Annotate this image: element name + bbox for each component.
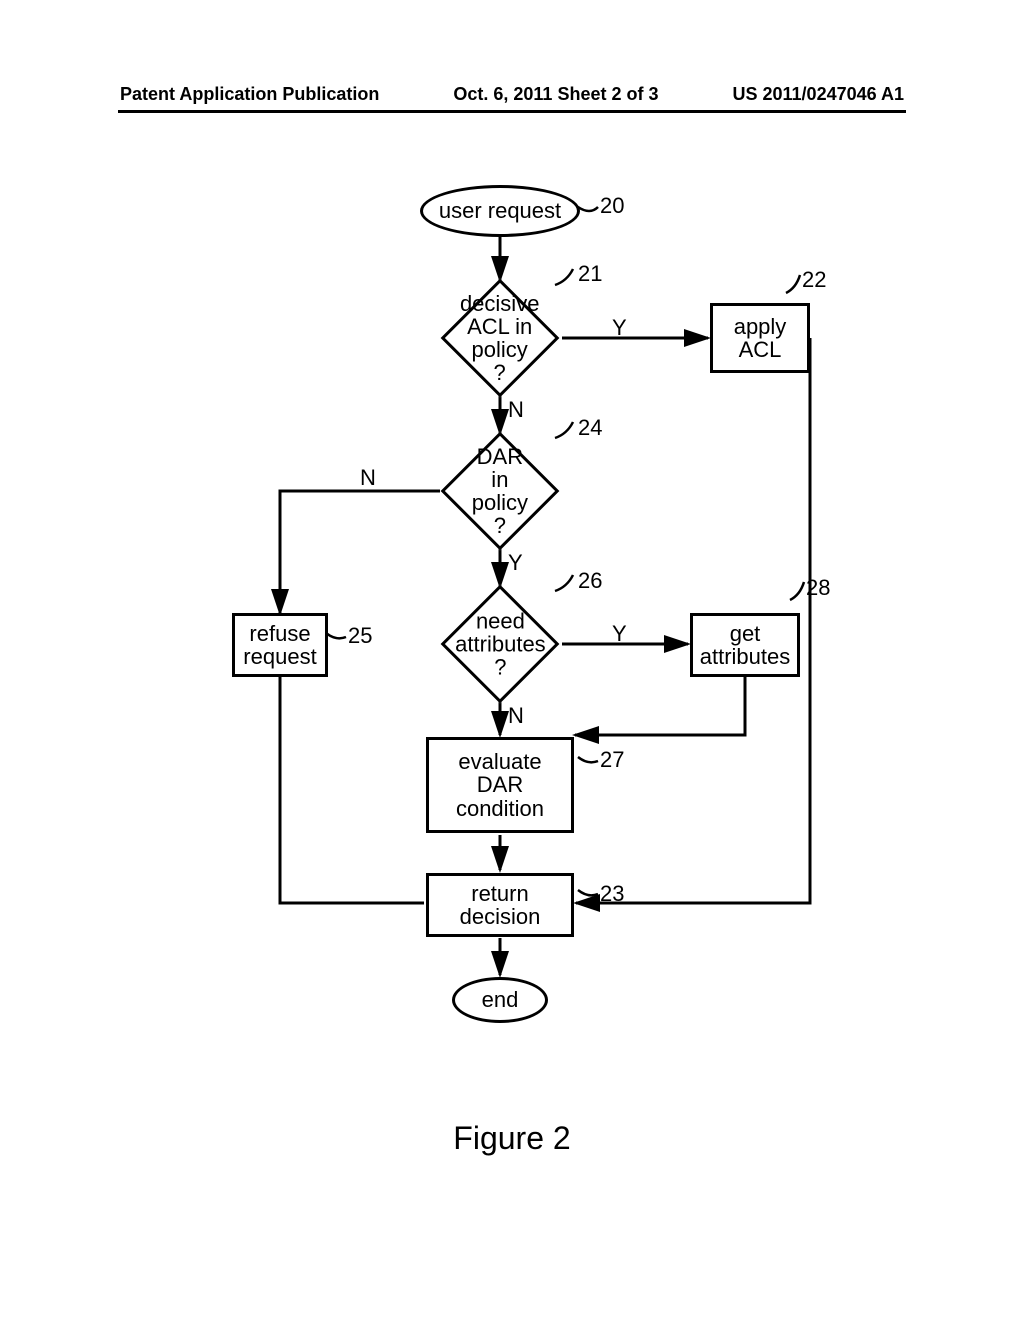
process-return: return decision bbox=[426, 873, 574, 937]
terminator-start-label: user request bbox=[439, 199, 561, 222]
terminator-end-label: end bbox=[482, 988, 519, 1011]
decision-need-attr: need attributes ? bbox=[441, 585, 560, 704]
process-apply-acl-label: apply ACL bbox=[734, 315, 787, 361]
header-rule bbox=[118, 110, 906, 113]
ref-21: 21 bbox=[578, 261, 602, 287]
ref-22: 22 bbox=[802, 267, 826, 293]
decision-dar: DAR in policy ? bbox=[441, 432, 560, 551]
figure-title: Figure 2 bbox=[0, 1120, 1024, 1157]
process-refuse-label: refuse request bbox=[243, 622, 316, 668]
ref-24: 24 bbox=[578, 415, 602, 441]
process-refuse: refuse request bbox=[232, 613, 328, 677]
ref-28: 28 bbox=[806, 575, 830, 601]
process-eval-dar-label: evaluate DAR condition bbox=[456, 750, 544, 819]
process-eval-dar: evaluate DAR condition bbox=[426, 737, 574, 833]
ref-27: 27 bbox=[600, 747, 624, 773]
edge-label-y1: Y bbox=[612, 315, 627, 341]
ref-26: 26 bbox=[578, 568, 602, 594]
terminator-end: end bbox=[452, 977, 548, 1023]
header-center: Oct. 6, 2011 Sheet 2 of 3 bbox=[453, 84, 658, 105]
header-left: Patent Application Publication bbox=[120, 84, 379, 105]
decision-acl-label: decisive ACL in policy ? bbox=[460, 292, 539, 384]
terminator-start: user request bbox=[420, 185, 580, 237]
edge-label-n2: N bbox=[360, 465, 376, 491]
edge-label-n1: N bbox=[508, 397, 524, 423]
decision-acl: decisive ACL in policy ? bbox=[441, 279, 560, 398]
edge-label-y2: Y bbox=[508, 550, 523, 576]
decision-need-attr-label: need attributes ? bbox=[455, 609, 546, 678]
edge-label-n3: N bbox=[508, 703, 524, 729]
decision-dar-label: DAR in policy ? bbox=[461, 445, 539, 537]
process-get-attr-label: get attributes bbox=[700, 622, 791, 668]
process-return-label: return decision bbox=[460, 882, 541, 928]
edge-label-y3: Y bbox=[612, 621, 627, 647]
header-right: US 2011/0247046 A1 bbox=[733, 84, 904, 105]
ref-23: 23 bbox=[600, 881, 624, 907]
ref-20: 20 bbox=[600, 193, 624, 219]
page-header: Patent Application Publication Oct. 6, 2… bbox=[0, 84, 1024, 105]
process-get-attr: get attributes bbox=[690, 613, 800, 677]
ref-25: 25 bbox=[348, 623, 372, 649]
flowchart: user request 20 decisive ACL in policy ?… bbox=[0, 175, 1024, 1075]
process-apply-acl: apply ACL bbox=[710, 303, 810, 373]
